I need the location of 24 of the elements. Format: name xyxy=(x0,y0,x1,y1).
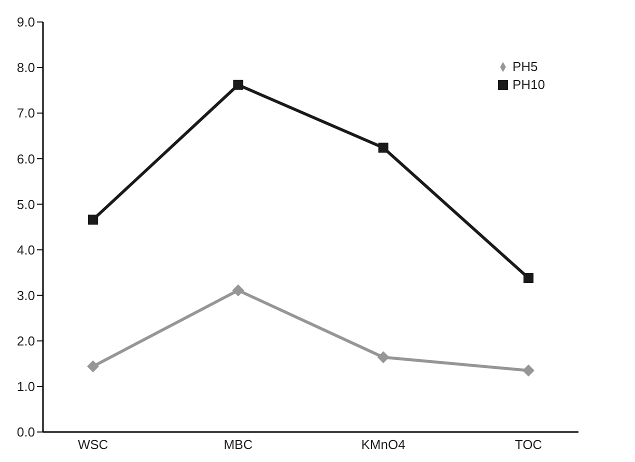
y-tick-label: 9.0 xyxy=(16,14,35,30)
y-tick-label: 3.0 xyxy=(16,288,35,303)
point xyxy=(88,214,98,225)
y-tick-label: 5.0 xyxy=(16,196,35,212)
point xyxy=(87,360,99,372)
y-tick-label: 4.0 xyxy=(16,242,35,258)
legend-label: PH10 xyxy=(512,77,545,92)
y-tick-label: 1.0 xyxy=(16,379,35,394)
point xyxy=(232,284,244,296)
y-tick-label: 7.0 xyxy=(16,106,35,121)
y-tick-label: 6.0 xyxy=(16,151,35,166)
x-tick-label: MBC xyxy=(224,437,253,452)
point xyxy=(377,351,390,364)
point xyxy=(233,80,244,90)
x-tick-label: WSC xyxy=(78,437,108,452)
y-tick-label: 2.0 xyxy=(16,334,35,349)
y-tick-label: 8.0 xyxy=(16,60,35,76)
point xyxy=(378,142,388,153)
y-tick-label: 0.0 xyxy=(16,424,35,440)
x-tick-label: TOC xyxy=(514,437,542,452)
point xyxy=(523,273,534,284)
x-tick-label: KMnO4 xyxy=(361,437,406,452)
point xyxy=(522,364,534,376)
legend-label: PH5 xyxy=(512,59,538,74)
